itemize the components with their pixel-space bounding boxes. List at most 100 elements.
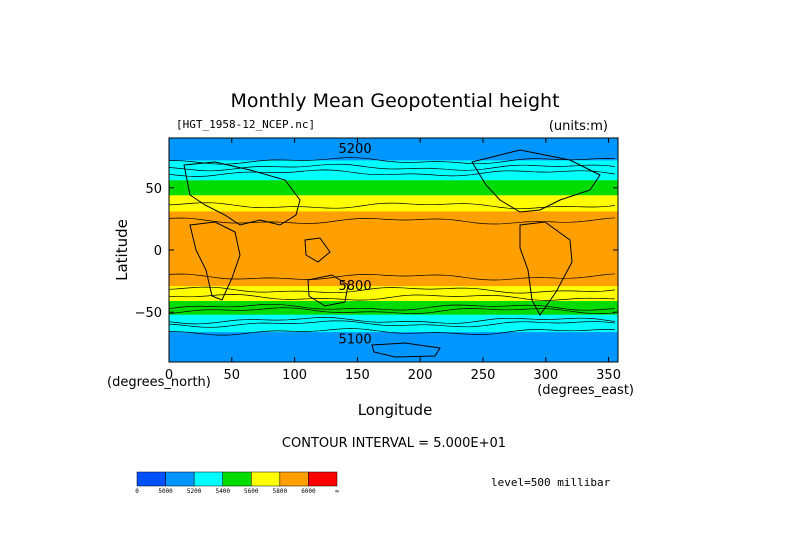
band-cell xyxy=(169,172,618,175)
band-cell xyxy=(169,253,618,256)
band-cell xyxy=(169,350,618,353)
band-cell xyxy=(169,323,618,326)
y-tick-label: 50 xyxy=(145,182,162,197)
band-cell xyxy=(169,293,618,296)
band-cell xyxy=(169,327,618,329)
band-cell xyxy=(169,266,618,268)
band-cell xyxy=(169,298,618,301)
band-cell xyxy=(169,251,618,253)
band-cell xyxy=(169,309,618,312)
band-cell xyxy=(169,342,618,344)
band-cell xyxy=(169,157,618,160)
band-cell xyxy=(169,243,618,246)
band-cell xyxy=(169,165,618,168)
band-cell xyxy=(169,146,618,149)
band-cell xyxy=(169,228,618,231)
band-cell xyxy=(169,258,618,261)
band-cell xyxy=(169,186,618,189)
contour-interval-note: CONTOUR INTERVAL = 5.000E+01 xyxy=(282,436,506,451)
band-cell xyxy=(169,184,618,186)
band-cell xyxy=(169,337,618,339)
x-tick-label: 100 xyxy=(282,368,307,383)
band-cell xyxy=(169,308,618,311)
band-cell xyxy=(169,348,618,351)
plot-area: 5200 5100 5800 xyxy=(168,137,619,363)
band-cell xyxy=(169,278,618,281)
band-cell xyxy=(169,237,618,240)
band-cell xyxy=(169,277,618,280)
contour-line xyxy=(168,163,615,172)
band-cell xyxy=(169,240,618,242)
contour-label: 5800 xyxy=(339,279,372,294)
band-cell xyxy=(169,269,618,272)
colorbar-label: 5000 xyxy=(158,488,173,495)
band-cell xyxy=(169,319,618,322)
band-cell xyxy=(169,271,618,273)
band-cell xyxy=(169,318,618,321)
band-cell xyxy=(169,236,618,239)
band-cell xyxy=(169,138,618,140)
level-note: level=500 millibar xyxy=(491,476,611,489)
band-cell xyxy=(169,259,618,262)
band-cell xyxy=(169,141,618,144)
band-cell xyxy=(169,292,618,295)
x-tick-label: 200 xyxy=(408,368,433,383)
contour-line xyxy=(168,328,615,336)
contour-label: 5200 xyxy=(339,142,372,157)
x-tick-label: 350 xyxy=(596,368,621,383)
band-cell xyxy=(169,200,618,202)
band-cell xyxy=(169,212,618,215)
band-cell xyxy=(169,191,618,194)
band-cell xyxy=(169,279,618,282)
band-cell xyxy=(169,284,618,287)
band-cell xyxy=(169,354,618,357)
band-cell xyxy=(169,340,618,343)
contour-line xyxy=(169,157,615,165)
colorbar-swatch xyxy=(308,471,338,487)
band-cell xyxy=(169,328,618,331)
band-cell xyxy=(169,161,618,164)
band-cell xyxy=(169,353,618,356)
band-cell xyxy=(169,245,618,247)
band-cell xyxy=(169,286,618,288)
x-axis-title: Longitude xyxy=(358,401,433,419)
contour-line xyxy=(168,294,615,301)
contour-label: 5100 xyxy=(339,333,372,348)
band-cell xyxy=(169,303,618,306)
colorbar-swatch xyxy=(193,471,223,487)
band-cell xyxy=(169,166,618,169)
colorbar-swatch xyxy=(165,471,195,487)
colorbar-swatch xyxy=(279,471,309,487)
band-cell xyxy=(169,198,618,201)
band-cell xyxy=(169,329,618,332)
band-cell xyxy=(169,170,618,173)
colorbar-label: 5400 xyxy=(215,488,230,495)
band-cell xyxy=(169,304,618,307)
contour-line xyxy=(168,320,615,328)
band-cell xyxy=(169,268,618,271)
band-cell xyxy=(169,159,618,161)
contour-line xyxy=(168,316,615,325)
band-cell xyxy=(169,248,618,251)
band-cell xyxy=(169,235,618,237)
x-tick-label: 250 xyxy=(471,368,496,383)
y-tick-label: 0 xyxy=(154,244,162,259)
band-cell xyxy=(169,181,618,184)
colorbar-label: 0 xyxy=(135,488,139,495)
contour-line xyxy=(168,217,615,225)
contour-line xyxy=(168,273,615,281)
band-cell xyxy=(169,282,618,285)
band-cell xyxy=(169,252,618,255)
band-cell xyxy=(169,349,618,352)
band-cell xyxy=(169,294,618,297)
x-axis: 0 50 100 150 200 250 300 350 xyxy=(165,138,621,383)
band-cell xyxy=(169,223,618,226)
band-cell xyxy=(169,299,618,302)
file-subtitle: [HGT_1958-12_NCEP.nc] xyxy=(176,118,315,131)
band-cell xyxy=(169,263,618,266)
coastlines xyxy=(183,149,601,358)
band-cell xyxy=(169,344,618,347)
band-cell xyxy=(169,149,618,151)
band-cell xyxy=(169,330,618,333)
colorbar-swatch xyxy=(222,471,252,487)
